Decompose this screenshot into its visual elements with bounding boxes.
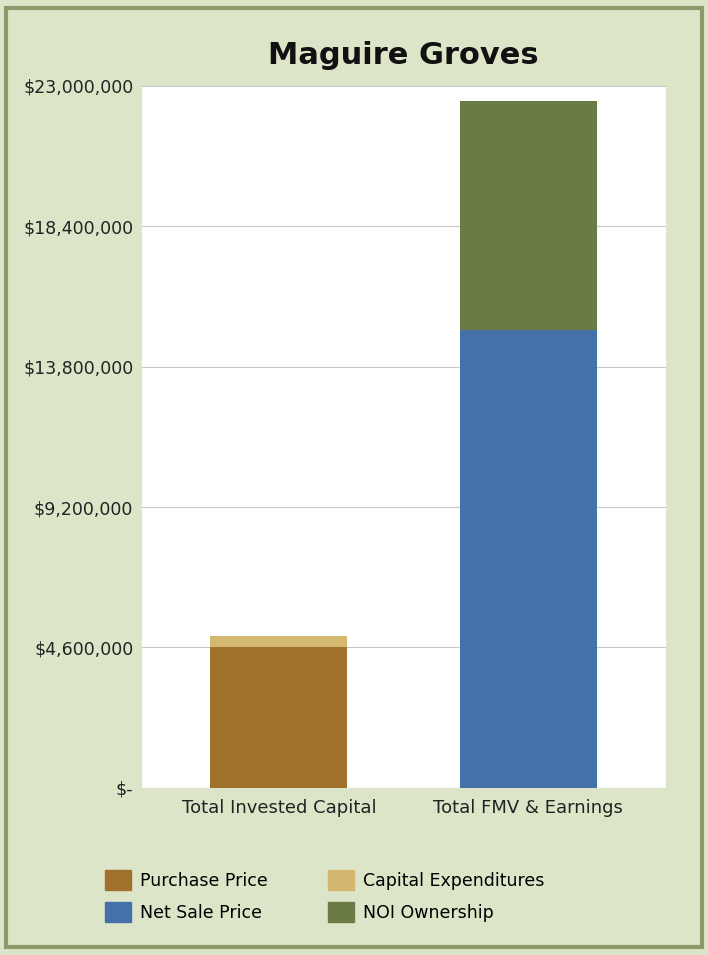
Bar [459, 330, 597, 788]
Bar [210, 647, 348, 788]
Bar [459, 101, 597, 330]
Title: Maguire Groves: Maguire Groves [268, 41, 539, 70]
Bar [210, 636, 348, 647]
Legend: Purchase Price, Net Sale Price, Capital Expenditures, NOI Ownership: Purchase Price, Net Sale Price, Capital … [98, 863, 551, 929]
